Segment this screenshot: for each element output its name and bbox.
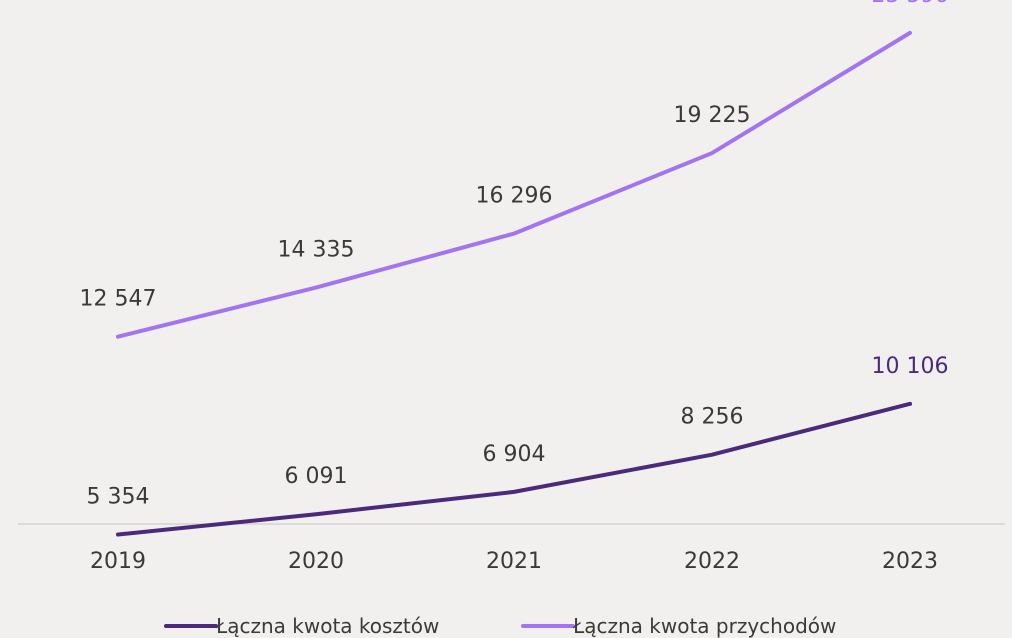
data-label: 5 354 [87, 485, 150, 510]
data-label: 6 904 [483, 442, 546, 467]
x-tick-label: 2023 [882, 549, 938, 574]
x-tick-label: 2019 [90, 549, 146, 574]
legend-label: Łączna kwota przychodów [572, 614, 836, 638]
data-labels: 5 354 6 091 6 904 8 256 10 106 12 547 14 335 16… [80, 0, 949, 510]
series-line-0 [116, 401, 912, 537]
legend-item-1: Łączna kwota przychodów [521, 614, 836, 638]
x-tick-label: 2021 [486, 549, 542, 574]
legend: Łączna kwota kosztów Łączna kwota przycho… [164, 614, 836, 638]
x-tick-label: 2022 [684, 549, 740, 574]
x-tick-label: 2020 [288, 549, 344, 574]
data-label: 10 106 [872, 354, 949, 379]
legend-item-0: Łączna kwota kosztów [164, 614, 439, 638]
data-label: 16 296 [476, 184, 553, 209]
data-label: 14 335 [278, 238, 355, 263]
data-label: 8 256 [681, 405, 744, 430]
data-label: 6 091 [285, 464, 348, 489]
series-layer [116, 30, 912, 537]
data-label: 23 596 [872, 0, 949, 8]
series-line-1 [116, 30, 912, 339]
legend-label: Łączna kwota kosztów [215, 614, 439, 638]
data-label: 12 547 [80, 287, 157, 312]
data-label: 19 225 [674, 103, 751, 128]
x-axis-ticks: 2019 2020 2021 2022 2023 [90, 549, 938, 574]
